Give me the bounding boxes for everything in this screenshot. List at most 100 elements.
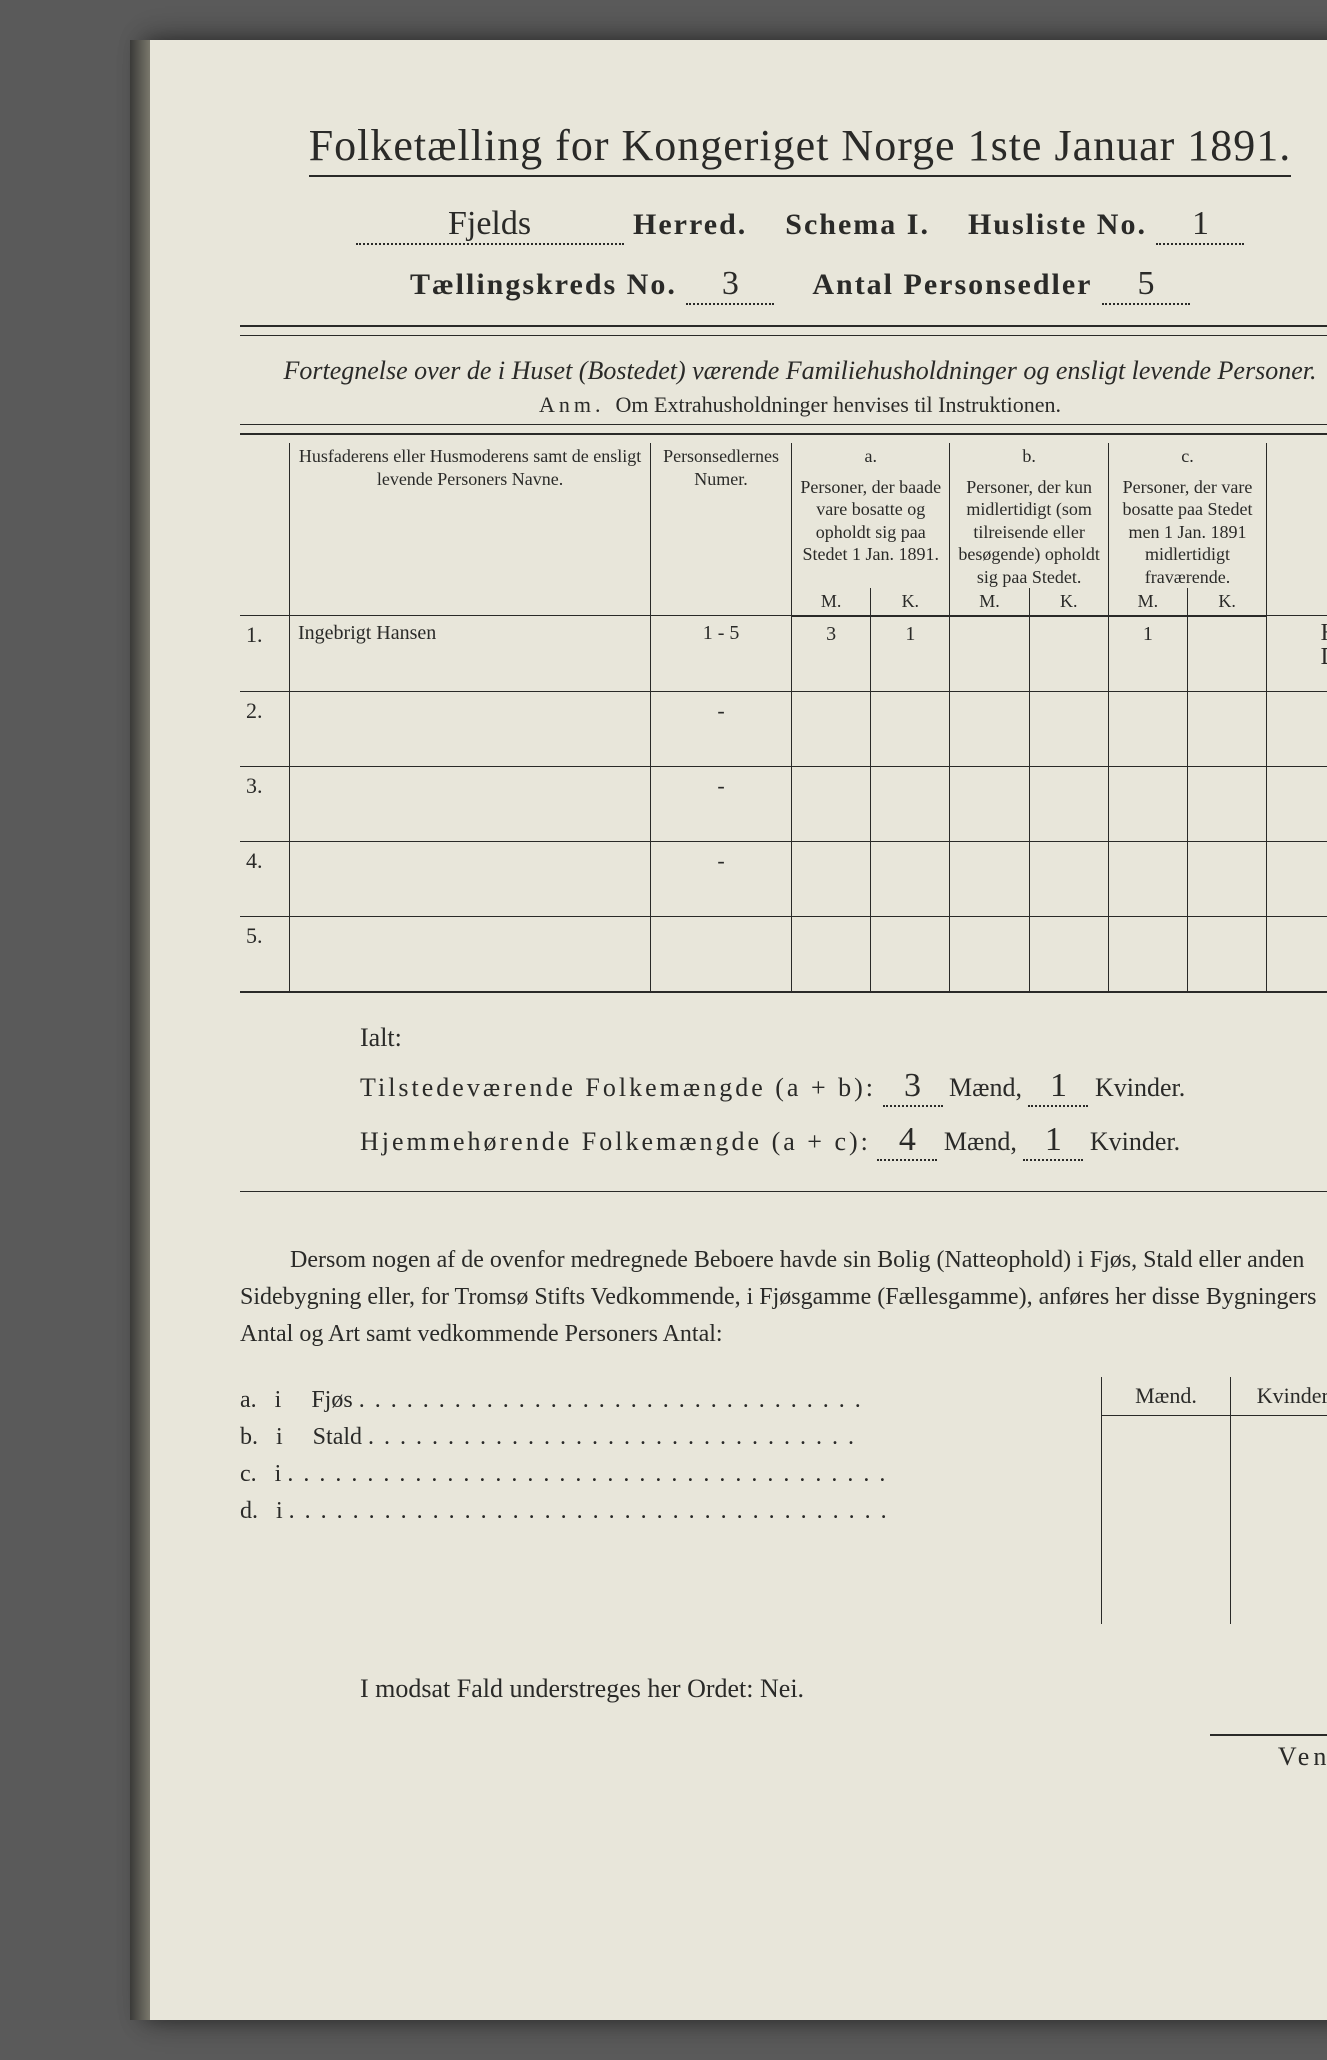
row-aK — [871, 916, 950, 992]
side-cell — [1102, 1572, 1231, 1624]
hjemme-label: Hjemmehørende Folkemængde (a + c): — [360, 1127, 871, 1156]
herred-value: Fjelds — [356, 205, 624, 245]
th-blank — [240, 443, 290, 616]
tilstede-label: Tilstedeværende Folkemængde (a + b): — [360, 1073, 876, 1102]
side-l: c. — [240, 1461, 257, 1487]
row-aK — [871, 691, 950, 766]
husliste-label: Husliste No. — [968, 208, 1147, 241]
table-row: 3. - — [240, 766, 1327, 841]
row-cK — [1188, 691, 1267, 766]
side-cell — [1102, 1520, 1231, 1572]
row-margin — [1267, 766, 1327, 841]
side-cell — [1102, 1468, 1231, 1520]
anm-text: Om Extrahusholdninger henvises til Instr… — [616, 392, 1061, 417]
hjemme-m: 4 — [877, 1121, 937, 1161]
row-cM — [1108, 916, 1187, 992]
row-numer — [651, 916, 792, 992]
antal-value: 5 — [1102, 265, 1190, 305]
side-dots: . . . . . . . . . . . . . . . . . . . . … — [287, 1461, 887, 1487]
maend-label: Mænd, — [949, 1073, 1022, 1102]
side-i: i — [276, 1498, 283, 1524]
husliste-value: 1 — [1156, 205, 1244, 245]
row-bK — [1029, 916, 1108, 992]
row-name — [290, 841, 651, 916]
anm-line: Anm. Om Extrahusholdninger henvises til … — [240, 392, 1327, 418]
side-row: b. i Stald . . . . . . . . . . . . . . .… — [240, 1424, 1091, 1451]
side-cell — [1231, 1572, 1327, 1624]
row-numer: - — [651, 841, 792, 916]
tilstede-k: 1 — [1028, 1067, 1088, 1107]
row-num: 2. — [240, 691, 290, 766]
rule-2a — [240, 424, 1327, 425]
side-cell — [1231, 1520, 1327, 1572]
kreds-value: 3 — [686, 265, 774, 305]
totals-block: Ialt: Tilstedeværende Folkemængde (a + b… — [360, 1023, 1327, 1161]
side-l: a. — [240, 1387, 257, 1413]
nei-line: I modsat Fald understreges her Ordet: Ne… — [240, 1674, 1327, 1704]
herred-label: Herred. — [633, 208, 747, 241]
row-bK — [1029, 766, 1108, 841]
tilstede-m: 3 — [883, 1067, 943, 1107]
census-table: Husfaderens eller Husmoderens samt de en… — [240, 443, 1327, 993]
title-row: Folketælling for Kongeriget Norge 1ste J… — [240, 120, 1327, 185]
row-numer: - — [651, 766, 792, 841]
row-bM — [950, 691, 1029, 766]
row-bK — [1029, 691, 1108, 766]
th-a-k: K. — [871, 588, 950, 616]
row-num: 1. — [240, 616, 290, 692]
row-name — [290, 766, 651, 841]
row-bM — [950, 916, 1029, 992]
rule-1b — [240, 335, 1327, 336]
side-building-block: a. i Fjøs . . . . . . . . . . . . . . . … — [240, 1377, 1327, 1624]
row-num: 5. — [240, 916, 290, 992]
side-row: a. i Fjøs . . . . . . . . . . . . . . . … — [240, 1387, 1091, 1414]
side-cell — [1102, 1416, 1231, 1469]
row-numer: - — [651, 691, 792, 766]
side-i: i — [276, 1424, 283, 1450]
ialt-label: Ialt: — [360, 1023, 1327, 1053]
rule-3 — [240, 1191, 1327, 1192]
census-tbody: 1. Ingebrigt Hansen 1 - 5 3 1 1 2. - — [240, 616, 1327, 992]
maend-label-2: Mænd, — [944, 1127, 1017, 1156]
row-bK — [1029, 841, 1108, 916]
margin-note: H. Fisker Dagarb — [1321, 621, 1327, 669]
side-row: d. i . . . . . . . . . . . . . . . . . .… — [240, 1498, 1091, 1525]
row-cK — [1188, 916, 1267, 992]
row-bM — [950, 616, 1029, 692]
antal-label: Antal Personsedler — [812, 268, 1092, 301]
side-maend: Mænd. — [1102, 1377, 1231, 1416]
schema-label: Schema I. — [785, 208, 930, 241]
th-c-text: Personer, der vare bosatte paa Stedet me… — [1108, 470, 1266, 589]
th-b-text: Personer, der kun midlertidigt (som tilr… — [950, 470, 1108, 589]
side-rows: a. i Fjøs . . . . . . . . . . . . . . . … — [240, 1377, 1091, 1624]
census-form-page: Folketælling for Kongeriget Norge 1ste J… — [150, 40, 1327, 2020]
page-shadow-edge — [130, 40, 150, 2020]
side-cell — [1231, 1468, 1327, 1520]
th-b-letter: b. — [950, 443, 1108, 470]
row-bM — [950, 766, 1029, 841]
anm-label: Anm. — [539, 392, 605, 417]
kvinder-label: Kvinder. — [1095, 1073, 1185, 1102]
side-dots: . . . . . . . . . . . . . . . . . . . . … — [289, 1498, 889, 1524]
row-aM — [792, 841, 871, 916]
row-name: Ingebrigt Hansen — [290, 616, 651, 692]
row-aM — [792, 916, 871, 992]
th-c-letter: c. — [1108, 443, 1266, 470]
row-name — [290, 916, 651, 992]
table-row: 5. — [240, 916, 1327, 992]
row-aM: 3 — [792, 616, 871, 692]
th-b-m: M. — [950, 588, 1029, 616]
th-margin — [1267, 443, 1327, 616]
row-cM — [1108, 691, 1187, 766]
table-row: 1. Ingebrigt Hansen 1 - 5 3 1 1 — [240, 616, 1327, 692]
row-aK — [871, 841, 950, 916]
row-bK — [1029, 616, 1108, 692]
header-line-1: Fjelds Herred. Schema I. Husliste No. 1 — [240, 205, 1327, 245]
table-row: 2. - — [240, 691, 1327, 766]
vend-wrap: Vend! — [240, 1704, 1327, 1772]
row-cM — [1108, 766, 1187, 841]
dersom-paragraph: Dersom nogen af de ovenfor medregnede Be… — [240, 1242, 1327, 1354]
row-num: 4. — [240, 841, 290, 916]
fortegnelse-heading: Fortegnelse over de i Huset (Bostedet) v… — [240, 356, 1327, 386]
row-cM — [1108, 841, 1187, 916]
